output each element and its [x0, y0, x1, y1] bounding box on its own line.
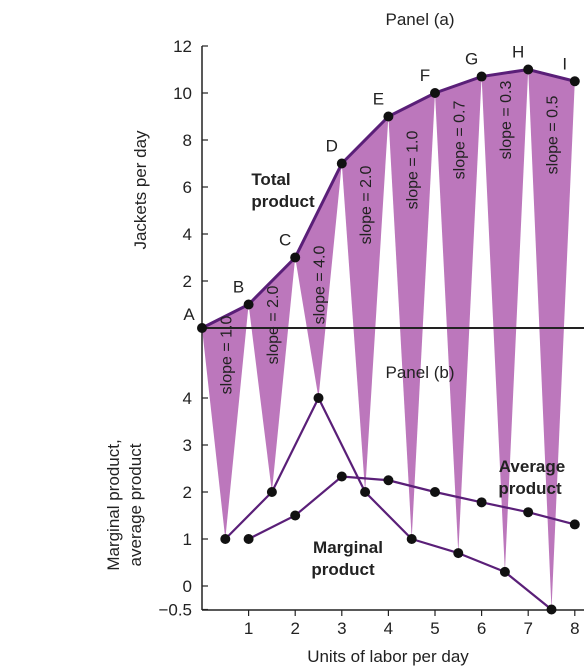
point-label: E	[373, 90, 384, 109]
slope-label: slope = 1.0	[218, 316, 235, 395]
slope-label: slope = 0.5	[545, 96, 562, 175]
slope-label: slope = 1.0	[405, 131, 422, 210]
y-tick-label: 12	[173, 37, 192, 56]
slope-region	[528, 69, 575, 610]
point-label: F	[420, 66, 430, 85]
point-label: D	[326, 137, 338, 156]
x-tick-label: 4	[384, 619, 393, 638]
y-tick-label: 8	[183, 131, 192, 150]
point-label: B	[233, 278, 244, 297]
total-product-point	[569, 76, 580, 87]
point-label: G	[465, 50, 478, 69]
point-label: H	[512, 43, 524, 62]
average-product-label-line-1: Average	[499, 457, 565, 476]
total-product-label-line-1: Total	[251, 170, 290, 189]
x-axis-label: Units of labor per day	[307, 647, 469, 666]
total-product-point	[430, 88, 440, 98]
y-tick-label: −0.5	[158, 601, 192, 620]
marginal-product-point	[453, 548, 464, 559]
average-product-label-line-2: product	[498, 479, 562, 498]
average-product-point	[523, 507, 534, 518]
x-tick-label: 3	[337, 619, 346, 638]
y-axis-label-panel-a: Jackets per day	[131, 130, 150, 250]
slope-label: slope = 2.0	[358, 166, 375, 245]
marginal-product-point	[266, 487, 277, 497]
slope-region	[481, 69, 529, 572]
marginal-product-line	[224, 396, 553, 611]
y-tick-label: 2	[183, 483, 192, 502]
total-product-point	[336, 158, 347, 169]
x-tick-label: 6	[477, 619, 486, 638]
marginal-product-point	[546, 604, 557, 615]
slope-label: slope = 0.7	[451, 101, 468, 180]
average-product-point	[569, 519, 580, 530]
average-product-line	[248, 475, 576, 540]
y-axis-label-panel-b-line-1: Marginal product,	[104, 439, 123, 570]
x-tick-label: 1	[244, 619, 253, 638]
slope-label: slope = 4.0	[312, 246, 329, 325]
data-point-layer	[197, 64, 580, 615]
slope-label: slope = 0.3	[498, 81, 515, 160]
average-product-point	[336, 471, 347, 482]
slope-region	[388, 93, 435, 539]
marginal-product-label-line-1: Marginal	[313, 538, 383, 557]
marginal-product-point	[499, 566, 510, 577]
slope-region	[341, 116, 389, 492]
total-product-point	[197, 323, 207, 333]
marginal-product-point	[360, 487, 371, 497]
y-tick-label: 3	[183, 436, 192, 455]
y-tick-label: 4	[183, 389, 192, 408]
slope-region	[202, 304, 249, 539]
point-label: A	[183, 305, 195, 324]
point-label: I	[562, 54, 567, 73]
total-product-point	[523, 64, 534, 75]
average-product-point	[430, 487, 440, 497]
total-product-label-line-2: product	[251, 192, 315, 211]
x-tick-label: 2	[290, 619, 299, 638]
marginal-product-label-line-2: product	[311, 560, 375, 579]
x-tick-label: 5	[430, 619, 439, 638]
slope-fill-layer	[202, 69, 575, 610]
y-tick-label: 0	[183, 577, 192, 596]
average-product-point	[383, 475, 394, 486]
slope-label: slope = 2.0	[265, 286, 282, 365]
marginal-product-point	[313, 393, 324, 403]
panel-b-title: Panel (b)	[386, 363, 455, 382]
slope-region	[248, 257, 296, 492]
axes-layer	[201, 45, 584, 616]
y-tick-label: 2	[183, 272, 192, 291]
y-tick-label: 10	[173, 84, 192, 103]
total-product-point	[476, 71, 487, 82]
total-product-point	[383, 111, 394, 122]
y-tick-label: 4	[183, 225, 192, 244]
y-tick-label: 1	[183, 530, 192, 549]
average-product-point	[290, 510, 301, 521]
slope-region	[295, 163, 342, 398]
total-product-point	[290, 252, 301, 263]
slope-region	[435, 76, 482, 554]
average-product-point	[243, 534, 254, 544]
x-tick-label: 7	[523, 619, 532, 638]
panel-a-title: Panel (a)	[386, 10, 455, 29]
x-tick-label: 8	[570, 619, 579, 638]
marginal-product-point	[406, 534, 417, 544]
marginal-product-point	[220, 534, 231, 544]
point-label: C	[279, 231, 291, 250]
y-tick-label: 6	[183, 178, 192, 197]
average-product-point	[476, 497, 487, 508]
y-axis-label-panel-b-line-2: average product	[126, 443, 145, 566]
total-product-point	[243, 299, 254, 310]
